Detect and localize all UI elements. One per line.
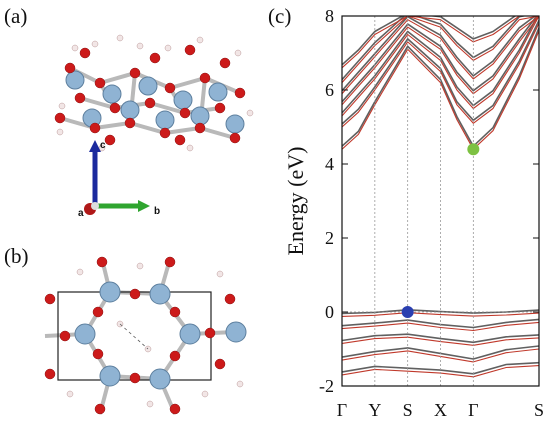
y-axis-title: Energy (eV)	[283, 147, 308, 256]
band-line	[342, 312, 539, 317]
band-line	[342, 27, 539, 147]
band-lines	[342, 16, 539, 378]
y-tick-label: 2	[325, 228, 334, 248]
band-line	[342, 20, 539, 125]
axis-letter-c: c	[100, 140, 106, 151]
y-tick-label: -2	[319, 376, 334, 396]
band-line	[342, 16, 517, 66]
oxygen-atoms	[54, 44, 246, 146]
plot-frame	[341, 15, 540, 387]
band-line	[342, 30, 539, 150]
panel-label-a: (a)	[4, 4, 28, 28]
band-line	[342, 333, 539, 344]
band-line	[342, 16, 539, 69]
x-tick-label: S	[534, 400, 544, 420]
band-line	[342, 16, 537, 92]
x-tick-label: Y	[368, 400, 381, 420]
y-tick-label: 4	[325, 154, 334, 174]
band-line	[342, 361, 539, 375]
x-tick-label: Γ	[337, 400, 347, 420]
y-axis-ticks: -2 0 2 4 6 8	[319, 6, 539, 396]
band-line	[342, 348, 539, 363]
y-tick-label: 0	[325, 302, 334, 322]
band-line	[342, 16, 539, 95]
x-tick-label: S	[403, 400, 413, 420]
axis-letter-a: a	[78, 208, 84, 218]
top-view-oxygen-atoms	[44, 256, 236, 415]
valence-band-maximum-marker	[401, 306, 414, 318]
axis-letter-b: b	[154, 206, 160, 217]
metal-atoms	[65, 70, 245, 134]
y-tick-label: 6	[325, 80, 334, 100]
x-tick-label: Γ	[468, 400, 478, 420]
band-line	[342, 16, 528, 81]
top-view-metal-atoms	[74, 281, 247, 390]
hydrogen-atoms	[56, 34, 254, 152]
band-line	[342, 16, 539, 114]
crystal-structure-top-view	[44, 256, 247, 415]
conduction-band-minimum-marker	[467, 143, 480, 156]
y-tick-label: 8	[325, 6, 334, 26]
hydrogen-bond	[119, 323, 149, 350]
band-line	[342, 16, 538, 103]
axis-triad	[84, 140, 150, 215]
band-line	[342, 321, 539, 332]
band-line	[342, 16, 539, 83]
panel-label-b: (b)	[4, 244, 29, 268]
band-line	[342, 16, 539, 117]
high-symmetry-lines	[374, 16, 474, 386]
x-tick-label: X	[434, 400, 447, 420]
band-line	[342, 16, 539, 106]
crystal-structure-side-view: c a b	[54, 34, 254, 218]
panel-label-c: (c)	[268, 4, 292, 28]
band-line	[342, 23, 539, 128]
